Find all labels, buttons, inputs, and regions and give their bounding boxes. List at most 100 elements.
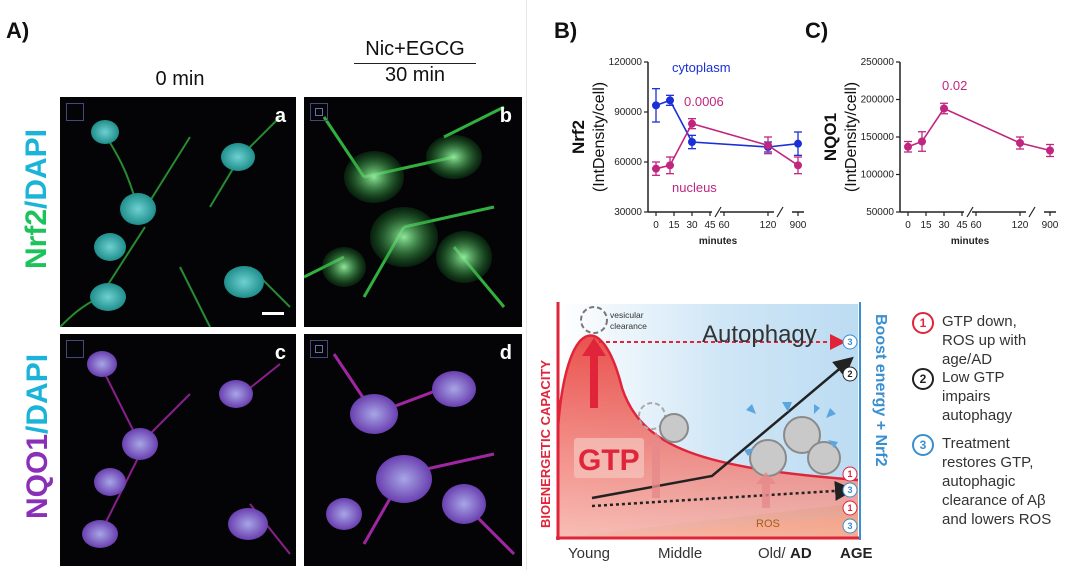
row-label-nrf2-marker: Nrf2 bbox=[20, 209, 53, 270]
micrograph-c-label: c bbox=[274, 342, 286, 364]
pink-arrow-left bbox=[646, 432, 666, 498]
chart0-series-0-line bbox=[655, 99, 799, 148]
chart1-axis-break-1 bbox=[1028, 206, 1036, 218]
marker-1a: 1 bbox=[847, 469, 852, 479]
chart1-ylabel-sub: (IntDensity/cell) bbox=[843, 82, 860, 192]
chart0-series-1-point-3 bbox=[764, 141, 772, 150]
legend-1-text: GTP down, ROS up with age/AD bbox=[942, 313, 1027, 368]
micrograph-a-inset-icon bbox=[66, 103, 84, 121]
chart1-series-0-point-3 bbox=[1016, 139, 1024, 147]
aggregate-large-3 bbox=[807, 441, 841, 475]
chart0-xtick-label-6: 900 bbox=[790, 220, 807, 231]
legend-3-text: Treatment restores GTP, autophagic clear… bbox=[942, 435, 1052, 528]
chart1-series-0-point-0 bbox=[904, 142, 912, 151]
chart1-annot-0: 0.02 bbox=[942, 78, 967, 93]
col-title-treatment-top: Nic+EGCG bbox=[365, 38, 465, 60]
micrograph-c-cells bbox=[82, 351, 291, 555]
chart0-xtick-label-3: 45 bbox=[704, 220, 716, 231]
chart0-series-0-point-4 bbox=[794, 139, 802, 148]
legend-item-3: 3 Treatment restores GTP, autophagic cle… bbox=[912, 434, 1052, 529]
chart1-ylabel-main: NQO1 bbox=[821, 113, 840, 161]
panel-c-letter: C) bbox=[805, 18, 829, 43]
marker-3c: 3 bbox=[847, 521, 852, 531]
chart0-xtick-label-2: 30 bbox=[686, 220, 698, 231]
micrograph-b-cells bbox=[304, 105, 506, 308]
vesicular-arrow bbox=[582, 338, 606, 408]
micrograph-d-label: d bbox=[499, 342, 512, 364]
chart0-series-0-point-1 bbox=[666, 96, 674, 105]
chart1-xtick-label-4: 60 bbox=[970, 220, 982, 231]
chart1-series-0-point-4 bbox=[1046, 146, 1054, 155]
legend-item-2: 2 Low GTP impairs autophagy bbox=[912, 368, 1052, 425]
chart0-xlabel: minutes bbox=[699, 236, 738, 247]
x-label-age: AGE bbox=[840, 545, 873, 562]
chart0-xtick-label-4: 60 bbox=[718, 220, 730, 231]
micrograph-b-inset-icon bbox=[310, 103, 328, 121]
nrf2-arrows bbox=[744, 402, 838, 456]
marker-2: 2 bbox=[847, 369, 852, 379]
gtp-curve-area bbox=[558, 335, 858, 538]
chart0-ylabel-main: Nrf2 bbox=[569, 120, 588, 154]
chart0-annot-2: nucleus bbox=[672, 180, 717, 195]
chart0-series-0-point-0 bbox=[652, 101, 660, 110]
col-title-treatment: Nic+EGCG 30 min bbox=[340, 38, 490, 87]
chart1-ytick-label-2: 150000 bbox=[861, 132, 895, 143]
gtp-box bbox=[574, 438, 644, 478]
micrograph-c: c bbox=[60, 334, 296, 566]
chart-nqo1: 50000 100000 150000 200000 250000 0 15 30 45 60 12… bbox=[821, 57, 1059, 247]
chart1-xtick-label-1: 15 bbox=[920, 220, 932, 231]
chart1-ytick-label-4: 250000 bbox=[861, 57, 895, 68]
chart0-ytick-label-0: 30000 bbox=[614, 207, 642, 218]
x-label-middle: Middle bbox=[658, 545, 702, 562]
chart0-ylabel-sub: (IntDensity/cell) bbox=[591, 82, 608, 192]
row-label-nrf2: Nrf2/DAPI bbox=[20, 124, 54, 274]
marker-3a: 3 bbox=[847, 337, 852, 347]
chart0-xtick-label-0: 0 bbox=[653, 220, 659, 231]
row-label-nqo1-dapi: /DAPI bbox=[21, 353, 54, 434]
legend-2-number: 2 bbox=[912, 368, 934, 390]
autophagy-arrow bbox=[591, 356, 854, 500]
legend-1-number: 1 bbox=[912, 312, 934, 334]
micrograph-b: b bbox=[304, 97, 522, 327]
chart1-xtick-label-3: 45 bbox=[956, 220, 968, 231]
chart0-series-1-point-1 bbox=[666, 161, 674, 170]
chart1-xtick-label-6: 900 bbox=[1042, 220, 1059, 231]
edge-markers: 3 2 1 3 1 3 bbox=[842, 334, 858, 534]
low-gtp-arrow bbox=[591, 480, 855, 508]
chart1-ytick-label-3: 200000 bbox=[861, 95, 895, 106]
col-title-treatment-bottom: 30 min bbox=[384, 64, 446, 86]
vesicle-icon bbox=[580, 306, 608, 334]
micrograph-d-inset-icon bbox=[310, 340, 328, 358]
chart1-series-0-point-2 bbox=[940, 104, 948, 113]
micrograph-d: d bbox=[304, 334, 522, 566]
col-title-divider bbox=[354, 63, 476, 64]
panel-divider bbox=[526, 0, 527, 570]
gtp-curve bbox=[556, 334, 859, 482]
chart1-xlabel: minutes bbox=[951, 236, 990, 247]
scale-bar bbox=[262, 312, 284, 315]
x-label-ad: AD bbox=[790, 545, 812, 562]
chart0-series-1-point-0 bbox=[652, 164, 660, 173]
row-label-nqo1-marker: NQO1 bbox=[21, 433, 54, 519]
legend-2-text: Low GTP impairs autophagy bbox=[942, 369, 1013, 424]
legend-item-1: 1 GTP down, ROS up with age/AD bbox=[912, 312, 1052, 369]
chart1-xtick-label-5: 120 bbox=[1012, 220, 1029, 231]
chart0-series-1-point-4 bbox=[794, 161, 802, 170]
col-title-0min: 0 min bbox=[155, 68, 205, 90]
ros-label: ROS bbox=[756, 518, 780, 530]
chart0-ytick-label-2: 90000 bbox=[614, 107, 642, 118]
chart0-series-0-point-2 bbox=[688, 138, 696, 146]
micrograph-a: a bbox=[60, 97, 296, 327]
row-label-nrf2-dapi: /DAPI bbox=[20, 128, 53, 209]
chart0-annot-0: cytoplasm bbox=[672, 60, 731, 75]
y-axis-label: BIOENERGETIC CAPACITY bbox=[538, 360, 553, 528]
aggregate-large-2 bbox=[783, 416, 821, 454]
panel-a-letter: A) bbox=[6, 18, 30, 43]
marker-1b: 1 bbox=[847, 503, 852, 513]
marker-3b: 3 bbox=[847, 485, 852, 495]
aggregate-large-1 bbox=[749, 439, 787, 477]
micrograph-a-cells bbox=[60, 116, 291, 327]
chart-nrf2: 30000 60000 90000 120000 0 15 30 45 60 120 900 minu… bbox=[569, 57, 807, 247]
chart1-ytick-label-0: 50000 bbox=[866, 207, 894, 218]
row-label-nqo1: NQO1/DAPI bbox=[21, 354, 55, 519]
